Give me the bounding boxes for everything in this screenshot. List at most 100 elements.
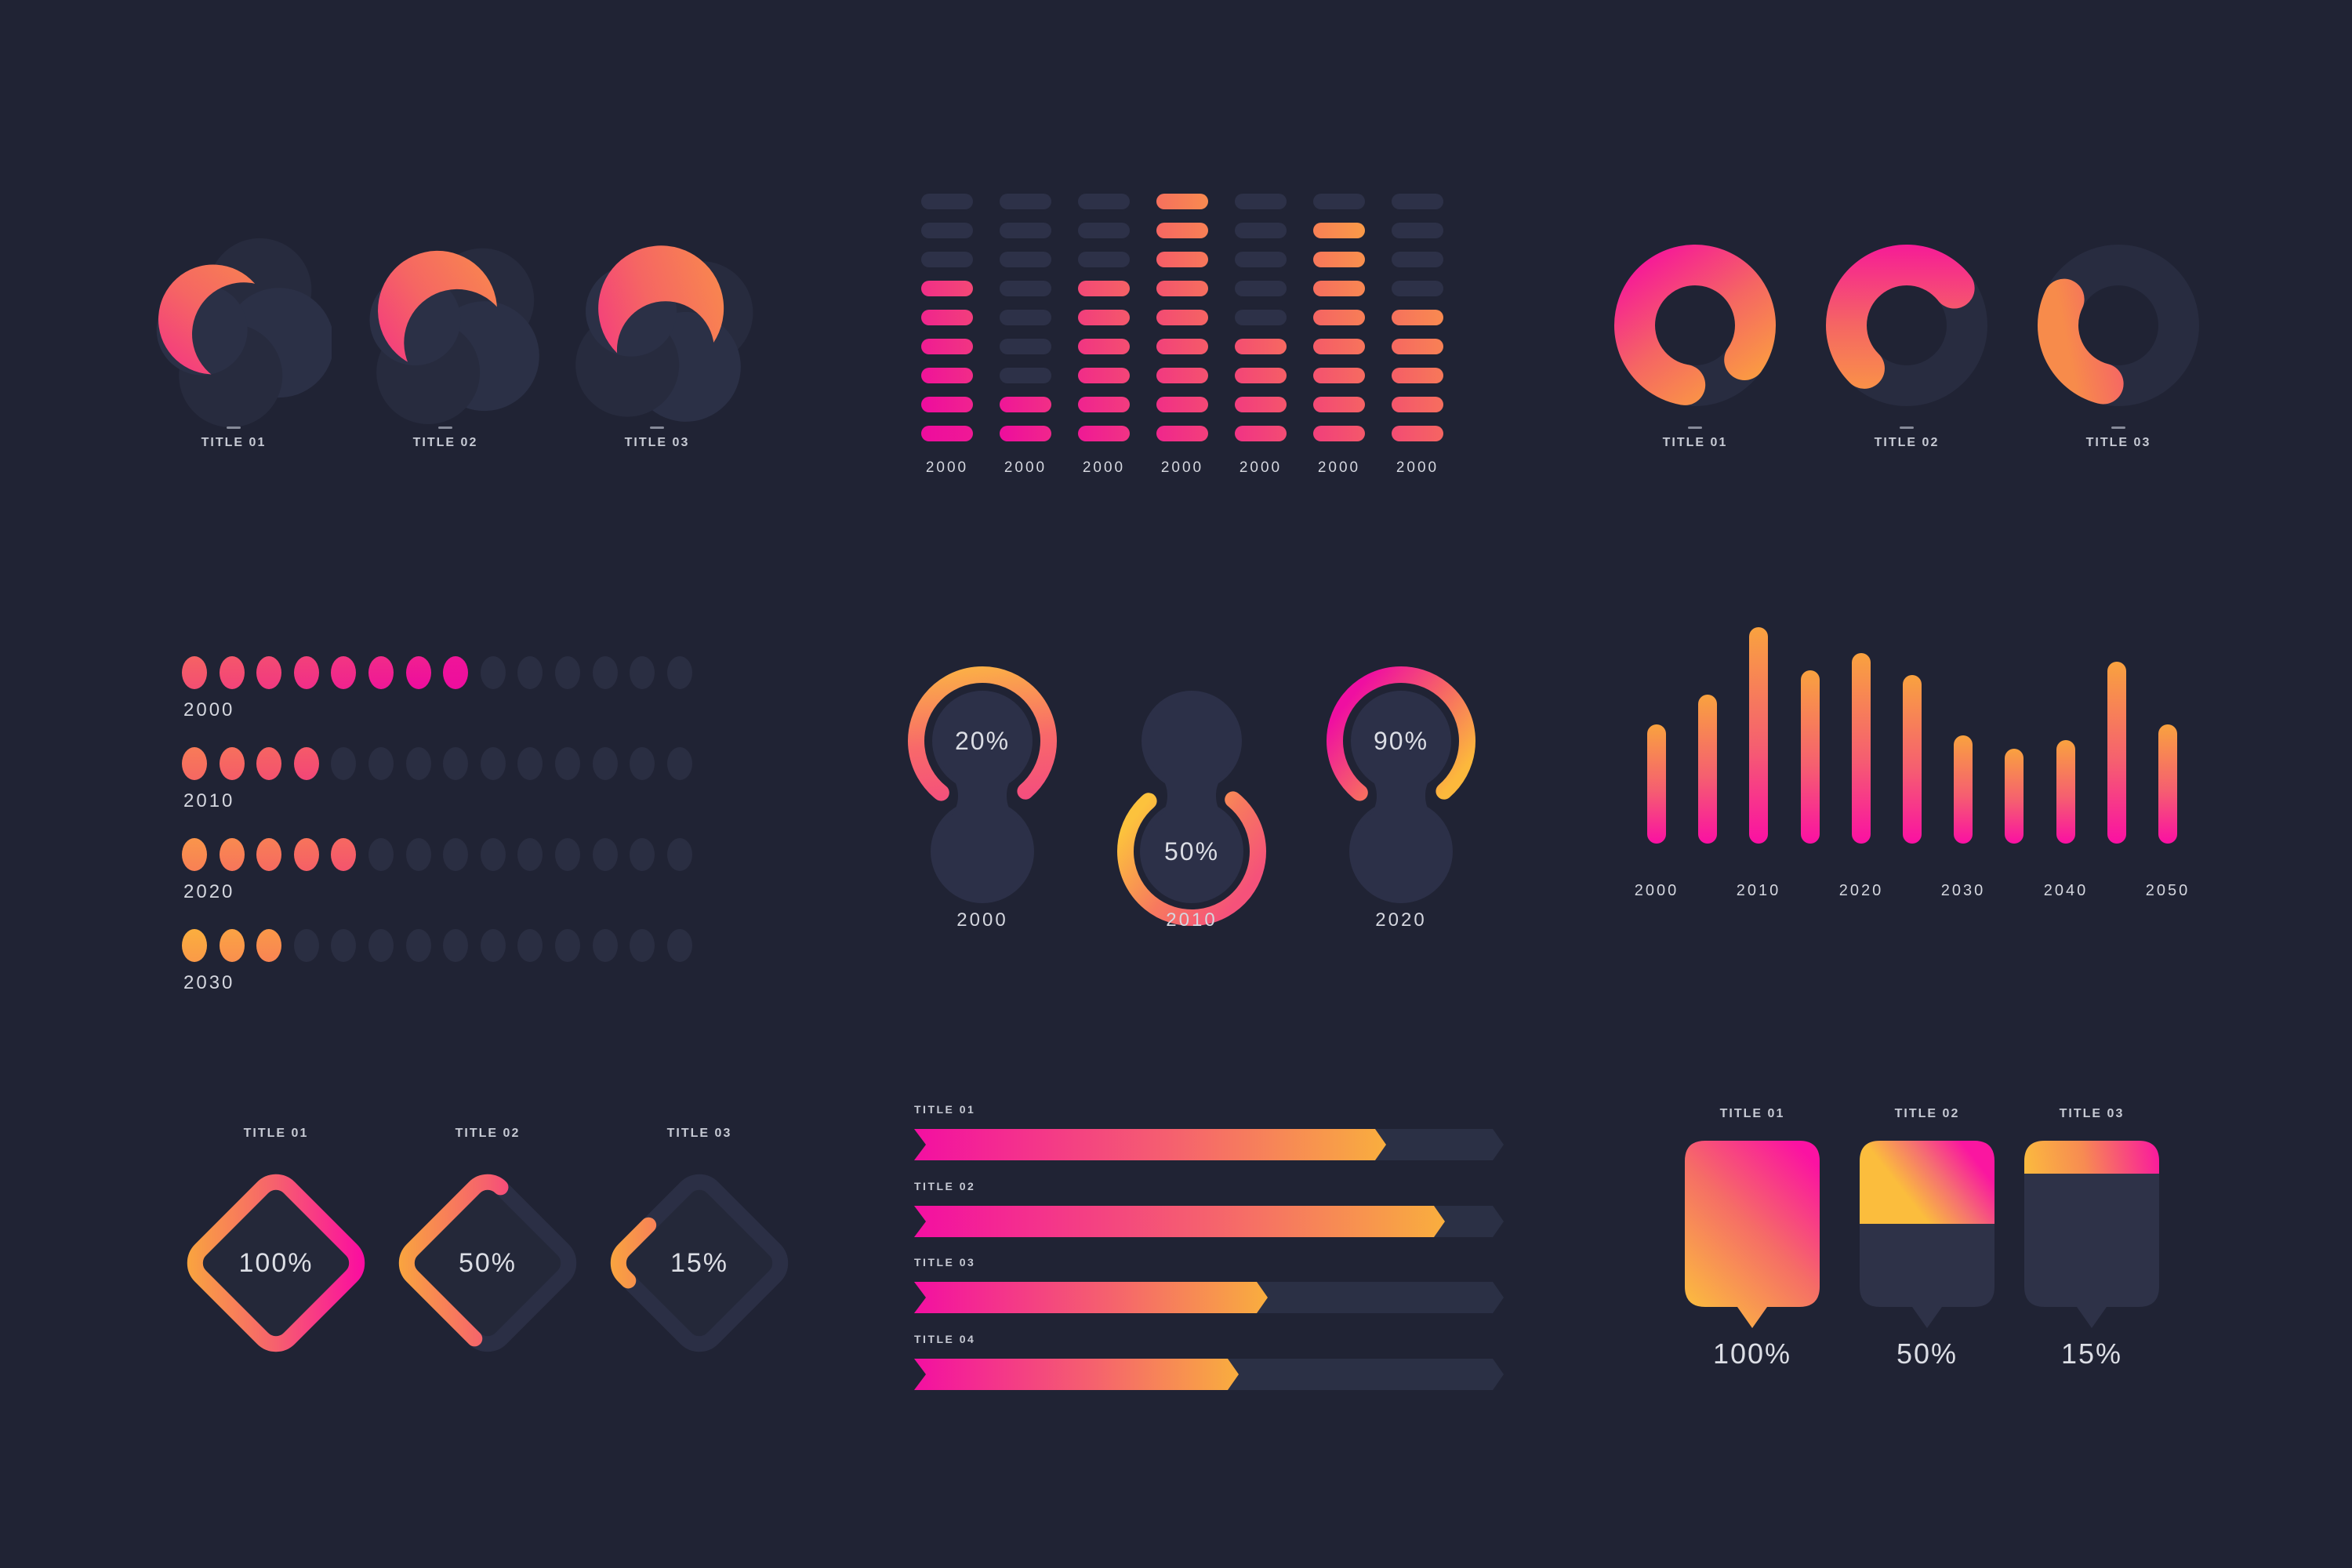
diamond-value: 15% bbox=[670, 1248, 729, 1278]
ring-icon bbox=[1593, 223, 1797, 427]
bar bbox=[1749, 627, 1768, 844]
dot-off bbox=[555, 656, 580, 689]
title-dash bbox=[438, 426, 452, 429]
bar bbox=[2158, 724, 2177, 844]
eq-dash-off bbox=[1000, 223, 1051, 238]
eq-dash-lit bbox=[1078, 281, 1130, 296]
hbar-label: TITLE 04 bbox=[914, 1333, 976, 1345]
gauge-label: 2010 bbox=[1166, 909, 1218, 931]
icon-title: TITLE 02 bbox=[412, 436, 478, 449]
swirl-icon bbox=[332, 216, 559, 443]
eq-dash-lit bbox=[921, 310, 973, 325]
eq-axis-label: 2000 bbox=[1317, 459, 1361, 476]
hbar-label: TITLE 01 bbox=[914, 1103, 976, 1116]
bubble-fill bbox=[1685, 1141, 1820, 1328]
dot-off bbox=[443, 838, 468, 871]
eq-dash-off bbox=[1000, 339, 1051, 354]
eq-axis-label: 2000 bbox=[1396, 459, 1439, 476]
dot-off bbox=[406, 838, 431, 871]
bar bbox=[2005, 749, 2024, 844]
bubble-fill bbox=[2024, 1141, 2159, 1174]
dot-off bbox=[331, 929, 356, 962]
dot-row-label: 2020 bbox=[183, 881, 235, 902]
axis-label: 2000 bbox=[1634, 882, 1679, 899]
bubble-value: 15% bbox=[2060, 1338, 2123, 1370]
gauge bbox=[1098, 623, 1286, 968]
dot-lit bbox=[256, 929, 281, 962]
dot-lit bbox=[331, 838, 356, 871]
dot-off bbox=[331, 747, 356, 780]
title-dash bbox=[1900, 426, 1914, 429]
diamond-progress bbox=[398, 1174, 577, 1352]
axis-label: 2040 bbox=[2043, 882, 2089, 899]
dot-lit bbox=[220, 929, 245, 962]
dot-row-label: 2000 bbox=[183, 699, 235, 720]
dot-lit bbox=[294, 656, 319, 689]
dot-off bbox=[630, 656, 655, 689]
diamond-value: 50% bbox=[458, 1248, 517, 1278]
dot-off bbox=[667, 838, 692, 871]
eq-dash-lit bbox=[1235, 397, 1287, 412]
diamond bbox=[170, 1157, 382, 1369]
gauge bbox=[1307, 623, 1495, 968]
eq-dash-lit bbox=[1000, 426, 1051, 441]
bar bbox=[2056, 740, 2075, 844]
eq-dash-lit bbox=[921, 281, 973, 296]
bubble bbox=[1857, 1139, 1998, 1335]
dot-lit bbox=[182, 656, 207, 689]
diamond-value: 100% bbox=[238, 1248, 314, 1278]
eq-dash-lit bbox=[1392, 339, 1443, 354]
dot-lit bbox=[368, 656, 394, 689]
dot-lit bbox=[182, 929, 207, 962]
dot-off bbox=[368, 929, 394, 962]
eq-dash-off bbox=[1235, 281, 1287, 296]
bar bbox=[1801, 670, 1820, 844]
eq-dash-off bbox=[1392, 281, 1443, 296]
icon-title: TITLE 03 bbox=[2085, 436, 2151, 449]
eq-dash-off bbox=[1078, 194, 1130, 209]
bubble bbox=[1682, 1139, 1823, 1335]
dot-off bbox=[593, 747, 618, 780]
bubble-title: TITLE 03 bbox=[2059, 1107, 2125, 1120]
eq-dash-off bbox=[1392, 194, 1443, 209]
eq-dash-lit bbox=[1156, 339, 1208, 354]
eq-axis-label: 2000 bbox=[925, 459, 969, 476]
axis-label: 2030 bbox=[1940, 882, 1986, 899]
eq-dash-off bbox=[1392, 252, 1443, 267]
icon-title: TITLE 01 bbox=[201, 436, 267, 449]
eq-dash-lit bbox=[921, 397, 973, 412]
icon-title: TITLE 02 bbox=[1874, 436, 1940, 449]
diamond-progress bbox=[187, 1174, 365, 1352]
dot-off bbox=[630, 929, 655, 962]
swirl-icon bbox=[524, 196, 790, 463]
dot-off bbox=[593, 929, 618, 962]
dot-lit bbox=[220, 747, 245, 780]
bubble-value: 100% bbox=[1712, 1338, 1792, 1370]
eq-dash-lit bbox=[1078, 310, 1130, 325]
dot-off bbox=[593, 656, 618, 689]
eq-axis-label: 2000 bbox=[1082, 459, 1126, 476]
bubble bbox=[2021, 1139, 2162, 1335]
dot-lit bbox=[182, 747, 207, 780]
bubble-fill bbox=[1860, 1141, 1994, 1224]
dot-off bbox=[443, 747, 468, 780]
bar bbox=[1647, 724, 1666, 844]
dot-off bbox=[406, 929, 431, 962]
eq-dash-off bbox=[1000, 310, 1051, 325]
eq-dash-lit bbox=[1000, 397, 1051, 412]
gauge-arc bbox=[908, 666, 1057, 815]
dot-lit bbox=[331, 656, 356, 689]
eq-axis-label: 2000 bbox=[1004, 459, 1047, 476]
gauge-value: 20% bbox=[954, 727, 1011, 755]
eq-dash-lit bbox=[1313, 368, 1365, 383]
eq-dash-lit bbox=[1156, 252, 1208, 267]
dot-row-label: 2030 bbox=[183, 972, 235, 993]
hbar-fill bbox=[914, 1282, 1268, 1313]
dot-lit bbox=[220, 656, 245, 689]
